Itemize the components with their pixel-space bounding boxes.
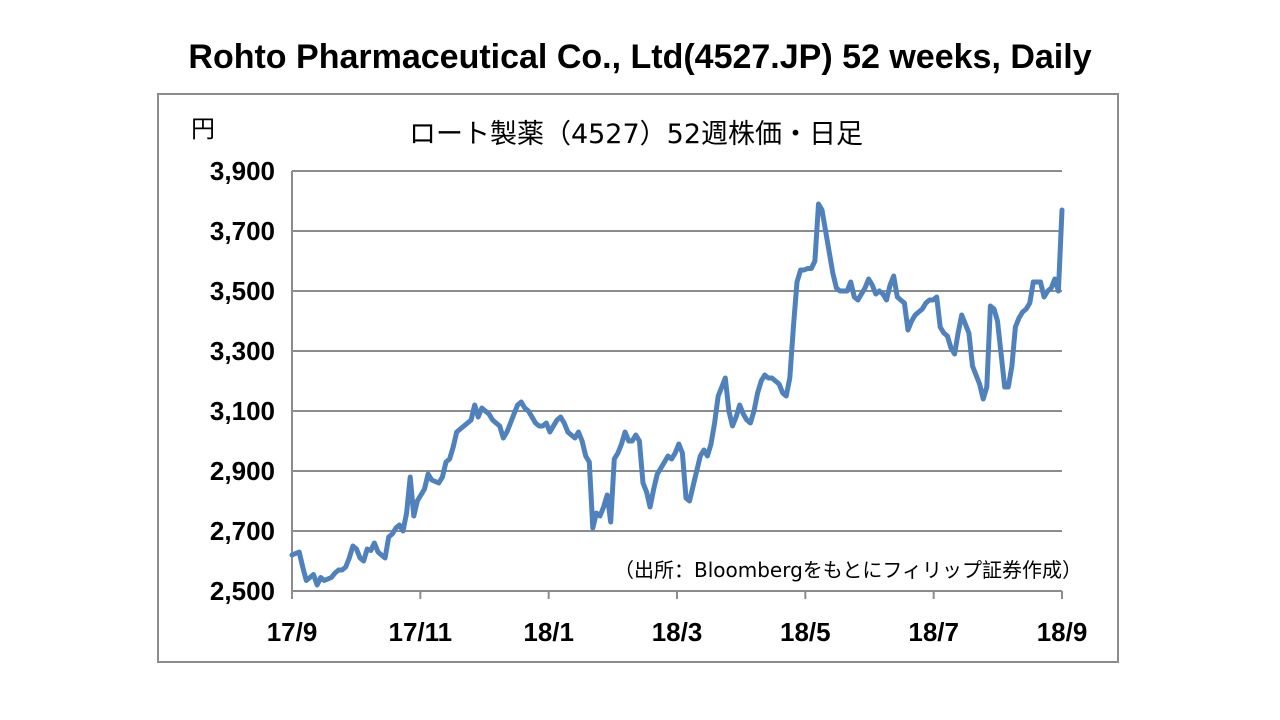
y-tick-label: 3,900: [210, 156, 275, 186]
y-tick-label: 3,500: [210, 276, 275, 306]
x-tick-label: 18/5: [780, 617, 831, 647]
chart-title: Rohto Pharmaceutical Co., Ltd(4527.JP) 5…: [188, 38, 1092, 76]
chart-inner-title: ロート製薬（4527）52週株価・日足: [409, 119, 863, 150]
y-tick-label: 3,700: [210, 216, 275, 246]
y-tick-labels: 2,500 2,700 2,900 3,100 3,300 3,500 3,700 3,900: [210, 156, 275, 606]
source-note: （出所：Bloombergをもとにフィリップ証券作成）: [614, 558, 1082, 582]
x-tick-label: 18/7: [908, 617, 959, 647]
price-series-line: [289, 201, 1065, 588]
chart-frame: 円 ロート製薬（4527）52週株価・日足 2,500 2,700 2,900 3,1…: [157, 93, 1119, 663]
gridlines: [292, 170, 1062, 532]
y-tick-label: 3,300: [210, 336, 275, 366]
x-tick-label: 18/1: [523, 617, 574, 647]
y-tick-label: 2,900: [210, 456, 275, 486]
y-tick-label: 2,700: [210, 516, 275, 546]
x-tick-labels: 17/9 17/11 18/1 18/3 18/5 18/7 18/9: [267, 591, 1088, 647]
x-tick-label: 17/11: [389, 617, 453, 647]
x-tick-label: 17/9: [267, 617, 318, 647]
series-layer: [289, 201, 1065, 588]
y-tick-label: 3,100: [210, 396, 275, 426]
axes: [291, 171, 1062, 592]
y-tick-label: 2,500: [210, 576, 275, 606]
y-unit-label: 円: [191, 115, 215, 143]
line-chart: 円 ロート製薬（4527）52週株価・日足 2,500 2,700 2,900 3,1…: [191, 115, 1088, 647]
x-tick-label: 18/3: [652, 617, 703, 647]
x-tick-label: 18/9: [1037, 617, 1088, 647]
